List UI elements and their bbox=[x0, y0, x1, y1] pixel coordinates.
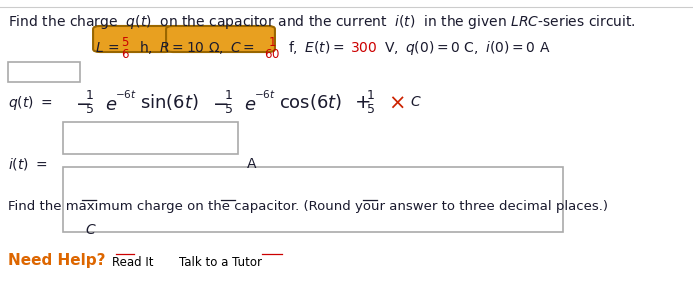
Text: Talk to a Tutor: Talk to a Tutor bbox=[179, 256, 262, 269]
Text: $1$: $1$ bbox=[267, 36, 277, 49]
Text: $L\,=\,$: $L\,=\,$ bbox=[95, 41, 120, 55]
Text: Need Help?: Need Help? bbox=[8, 253, 105, 268]
Text: $e$: $e$ bbox=[244, 95, 256, 114]
Text: $60$: $60$ bbox=[264, 49, 280, 62]
Text: $6$: $6$ bbox=[121, 49, 130, 62]
Text: Read It: Read It bbox=[112, 256, 153, 269]
Text: $\mathrm{f},\ E(t) =$: $\mathrm{f},\ E(t) =$ bbox=[288, 40, 344, 56]
Text: $\mathrm{sin}(6t)$: $\mathrm{sin}(6t)$ bbox=[140, 92, 199, 113]
FancyBboxPatch shape bbox=[166, 26, 275, 52]
Bar bbox=[63, 167, 563, 232]
Text: $C$: $C$ bbox=[410, 95, 421, 110]
Text: $C$: $C$ bbox=[85, 223, 96, 237]
Text: $1$: $1$ bbox=[224, 89, 232, 102]
Text: $i(t)\ =$: $i(t)\ =$ bbox=[8, 156, 47, 172]
Text: $5$: $5$ bbox=[85, 103, 94, 116]
Text: $1$: $1$ bbox=[85, 89, 94, 102]
Text: $\mathrm{V,\ }q(0) = 0\ \mathrm{C,\ }i(0) = 0\ \mathrm{A}$: $\mathrm{V,\ }q(0) = 0\ \mathrm{C,\ }i(0… bbox=[384, 39, 550, 57]
Bar bbox=[8, 62, 80, 82]
Text: $e$: $e$ bbox=[105, 95, 117, 114]
Bar bbox=[63, 122, 238, 154]
Text: $5$: $5$ bbox=[224, 103, 232, 116]
Text: $+$: $+$ bbox=[354, 93, 370, 112]
Text: $\times$: $\times$ bbox=[388, 92, 405, 113]
FancyBboxPatch shape bbox=[93, 26, 172, 52]
Text: Find the maximum charge on the capacitor. (Round your answer to three decimal pl: Find the maximum charge on the capacitor… bbox=[8, 200, 608, 213]
Text: $-$: $-$ bbox=[75, 93, 91, 112]
Text: $5$: $5$ bbox=[121, 36, 129, 49]
Text: $-$: $-$ bbox=[212, 93, 228, 112]
Text: $\mathrm{cos}(6t)$: $\mathrm{cos}(6t)$ bbox=[279, 92, 342, 113]
Text: $5$: $5$ bbox=[366, 103, 374, 116]
Text: Find the charge  $q(t)$  on the capacitor and the current  $i(t)$  in the given : Find the charge $q(t)$ on the capacitor … bbox=[8, 13, 635, 31]
Text: $1$: $1$ bbox=[366, 89, 374, 102]
Text: $-6t$: $-6t$ bbox=[254, 88, 276, 101]
Text: $-6t$: $-6t$ bbox=[115, 88, 137, 101]
Text: $\mathrm{A}$: $\mathrm{A}$ bbox=[246, 157, 257, 171]
Text: $\mathrm{h},\ R = 10\ \Omega,\ C =$: $\mathrm{h},\ R = 10\ \Omega,\ C =$ bbox=[139, 40, 255, 56]
Text: $q(t)\ =$: $q(t)\ =$ bbox=[8, 94, 53, 111]
Text: $300$: $300$ bbox=[350, 41, 378, 55]
